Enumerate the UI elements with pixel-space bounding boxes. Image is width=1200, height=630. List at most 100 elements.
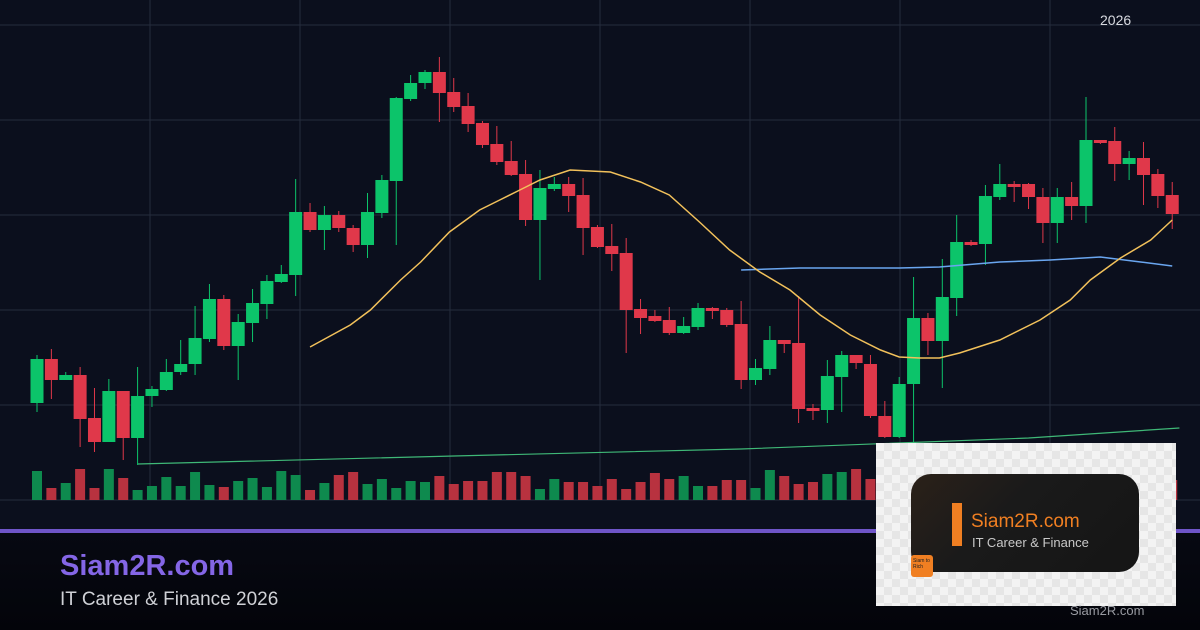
volume-bar: [506, 472, 517, 500]
candle-down: [1036, 197, 1050, 223]
candle-up: [188, 338, 202, 364]
candle-up: [950, 242, 964, 298]
candle-down: [734, 324, 748, 380]
candle-up: [691, 308, 705, 327]
volume-bar: [161, 477, 172, 500]
logo-bar-icon: [952, 503, 962, 546]
candle-down: [475, 123, 489, 145]
candle-down: [447, 92, 461, 107]
candle-up: [131, 396, 145, 438]
volume-bar: [405, 481, 416, 500]
candle-up: [202, 299, 216, 339]
volume-bar: [807, 482, 818, 500]
candle-up: [30, 359, 44, 403]
candle-up: [993, 184, 1007, 197]
chart-area: 2026: [0, 0, 1200, 530]
candle-down: [1093, 140, 1107, 143]
volume-bar: [793, 484, 804, 500]
candle-up: [289, 212, 303, 275]
volume-bar: [836, 472, 847, 500]
volume-bar: [736, 480, 747, 500]
candle-up: [835, 355, 849, 377]
candle-up: [389, 98, 403, 181]
candle-up: [677, 326, 691, 333]
candle-up: [547, 184, 561, 189]
candle-up: [317, 215, 331, 230]
ma-long-line: [741, 256, 1173, 271]
volume-bar: [290, 475, 301, 500]
candle-up: [1050, 197, 1064, 223]
candle-down: [619, 253, 633, 310]
volume-bar: [175, 486, 186, 500]
volume-bar: [606, 479, 617, 500]
volume-bar: [578, 482, 589, 500]
watermark: Siam2R.com: [1070, 603, 1145, 618]
candle-down: [116, 391, 130, 438]
candle-down: [720, 310, 734, 325]
candle-down: [777, 340, 791, 344]
volume-bar: [865, 479, 876, 500]
volume-bar: [822, 474, 833, 500]
candle-down: [605, 246, 619, 254]
candle-down: [1007, 184, 1021, 187]
volume-bar: [851, 469, 862, 500]
volume-bar: [520, 476, 531, 500]
volume-bar: [46, 488, 57, 500]
candle-up: [418, 72, 432, 83]
volume-bar: [750, 488, 761, 500]
candle-down: [576, 195, 590, 228]
volume-bar: [305, 490, 316, 500]
candle-up: [749, 368, 762, 380]
volume-bar: [592, 486, 603, 500]
volume-bar: [534, 489, 545, 500]
candle-down: [1108, 141, 1122, 164]
volume-bar: [477, 481, 488, 500]
logo-panel: Siam2R.com IT Career & Finance Siam to R…: [876, 443, 1176, 606]
volume-bar: [247, 478, 258, 500]
volume-bar: [32, 471, 42, 500]
volume-bar: [276, 471, 287, 500]
candle-up: [533, 188, 547, 220]
volume-bar: [103, 469, 114, 500]
volume-bar: [319, 483, 330, 500]
candle-down: [878, 416, 892, 437]
logo-card: Siam2R.com IT Career & Finance: [911, 474, 1139, 572]
candle-down: [806, 408, 820, 411]
candle-down: [461, 106, 475, 124]
volume-bar: [779, 476, 790, 500]
candle-up: [1122, 158, 1136, 164]
volume-bar: [89, 488, 100, 500]
candle-up: [274, 274, 288, 282]
accent-divider: [0, 529, 1200, 533]
logo-badge: Siam to Rich: [911, 555, 933, 577]
logo-title: Siam2R.com: [971, 511, 1080, 532]
candle-down: [490, 144, 504, 162]
volume-bar: [664, 479, 675, 500]
volume-bar: [333, 475, 344, 500]
candle-down: [1165, 195, 1179, 214]
candle-down: [792, 343, 806, 409]
candle-down: [504, 161, 518, 175]
candle-down: [87, 418, 101, 442]
volume-bar: [678, 476, 689, 500]
year-label: 2026: [1100, 12, 1132, 28]
candle-down: [519, 174, 533, 220]
candle-down: [634, 309, 648, 318]
volume-bar: [190, 472, 201, 500]
volume-bar: [434, 476, 445, 500]
candle-down: [1136, 158, 1150, 175]
candle-up: [763, 340, 777, 369]
logo-subtitle: IT Career & Finance: [972, 535, 1089, 550]
volume-bar: [721, 480, 732, 500]
volume-bar: [146, 486, 157, 500]
volume-bar: [218, 487, 229, 500]
volume-bar: [707, 486, 718, 500]
candle-up: [145, 389, 159, 396]
volume-bar: [549, 479, 560, 500]
volume-bar: [348, 472, 359, 500]
candle-up: [820, 376, 834, 410]
volume-bar: [132, 490, 143, 500]
candle-up: [246, 303, 260, 323]
candle-up: [102, 391, 116, 442]
candle-up: [174, 364, 188, 372]
